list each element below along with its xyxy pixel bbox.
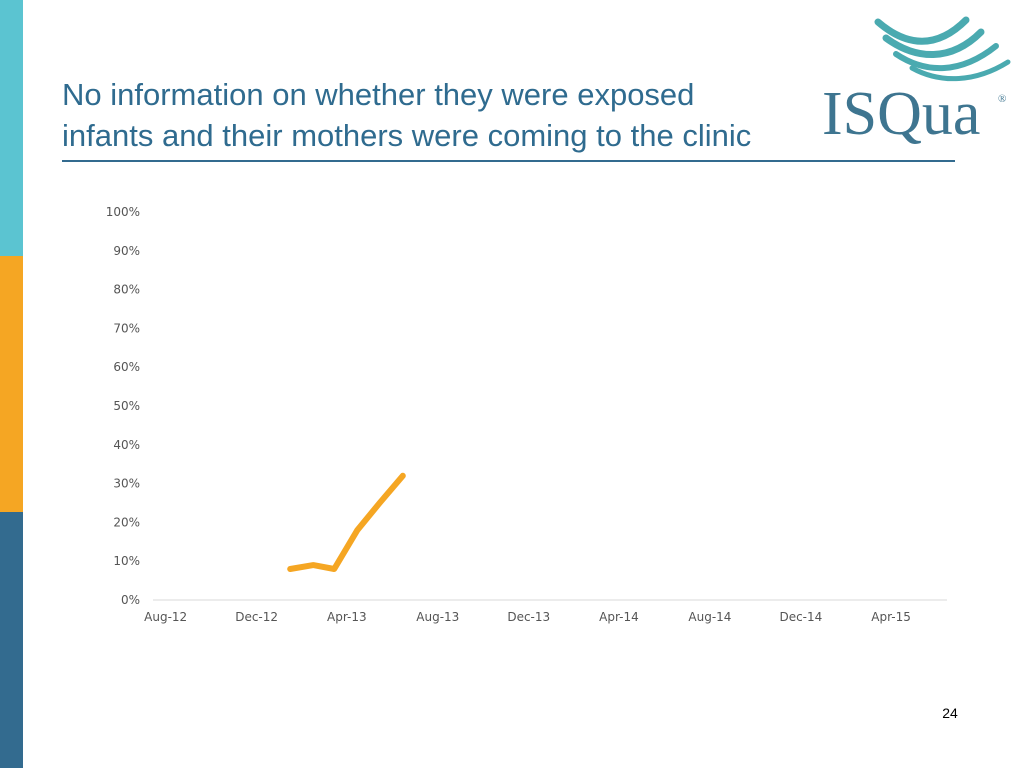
- side-accent-bar: [0, 0, 23, 768]
- side-bar-blue-segment: [0, 512, 23, 768]
- x-tick-label: Aug-12: [144, 610, 187, 624]
- x-tick-label: Dec-14: [779, 610, 822, 624]
- page-number: 24: [942, 705, 958, 721]
- x-tick-label: Aug-14: [688, 610, 731, 624]
- line-chart: 0% 10% 20% 30% 40% 50% 60% 70% 80% 90% 100% Aug-12 D…: [90, 195, 970, 640]
- y-tick-label: 40%: [113, 438, 140, 452]
- logo-wave-mark: [874, 16, 1011, 82]
- series-line: [287, 472, 406, 572]
- title-underline: [62, 160, 955, 162]
- y-tick-label: 20%: [113, 515, 140, 529]
- y-tick-label: 60%: [113, 360, 140, 374]
- x-tick-label: Dec-12: [235, 610, 278, 624]
- side-bar-teal-segment: [0, 0, 23, 256]
- y-tick-label: 50%: [113, 399, 140, 413]
- x-tick-label: Apr-13: [327, 610, 367, 624]
- y-tick-label: 80%: [113, 283, 140, 297]
- title-line-2: infants and their mothers were coming to…: [62, 118, 752, 153]
- y-tick-label: 70%: [113, 321, 140, 335]
- x-tick-label: Apr-15: [871, 610, 911, 624]
- y-tick-label: 0%: [121, 593, 140, 607]
- slide-title: No information on whether they were expo…: [62, 74, 822, 156]
- x-tick-label: Dec-13: [507, 610, 550, 624]
- x-tick-label: Apr-14: [599, 610, 639, 624]
- title-line-1: No information on whether they were expo…: [62, 77, 695, 112]
- y-tick-label: 90%: [113, 244, 140, 258]
- logo-wordmark: ISQua: [822, 80, 980, 148]
- y-tick-label: 10%: [113, 554, 140, 568]
- chart-svg: 0% 10% 20% 30% 40% 50% 60% 70% 80% 90% 100% Aug-12 D…: [106, 205, 947, 624]
- logo-registered-mark: ®: [998, 93, 1006, 105]
- y-tick-label: 30%: [113, 477, 140, 491]
- isqua-logo: ISQua ®: [822, 16, 1011, 148]
- x-tick-label: Aug-13: [416, 610, 459, 624]
- side-bar-orange-segment: [0, 256, 23, 512]
- y-tick-label: 100%: [106, 205, 140, 219]
